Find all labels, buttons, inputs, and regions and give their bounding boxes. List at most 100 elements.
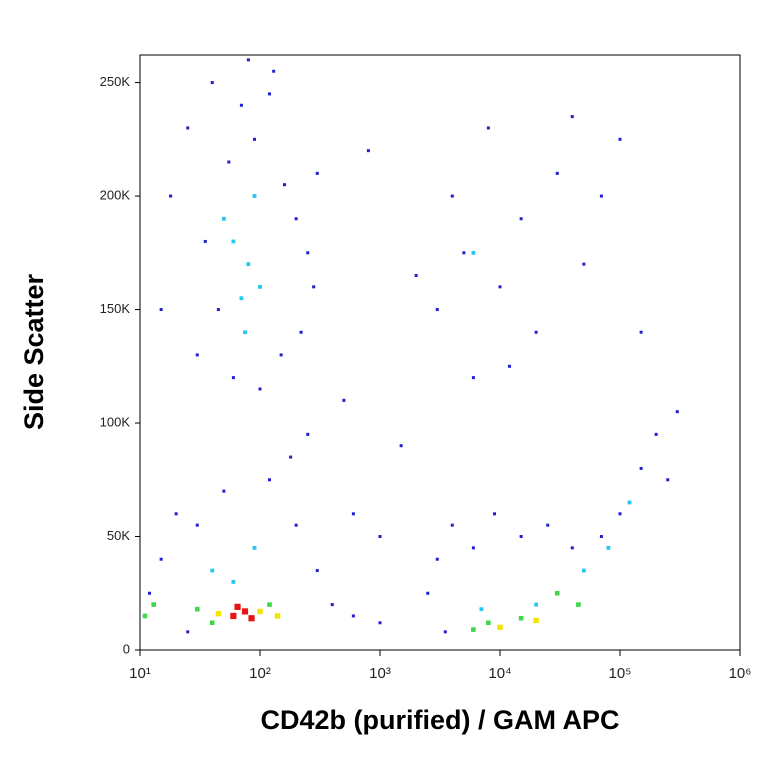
point: [576, 602, 581, 607]
point: [186, 630, 190, 634]
point: [231, 376, 235, 380]
point: [675, 410, 679, 414]
point: [443, 630, 447, 634]
y-tick-label: 100K: [100, 414, 131, 429]
y-axis-title: Side Scatter: [19, 273, 49, 430]
point: [186, 126, 190, 130]
point: [471, 627, 476, 632]
point: [471, 250, 476, 255]
point: [231, 580, 236, 584]
point: [274, 613, 281, 619]
point: [378, 535, 382, 539]
y-tick-label: 250K: [100, 74, 131, 89]
point: [486, 620, 491, 626]
point: [279, 353, 283, 357]
point: [222, 489, 226, 493]
point: [450, 194, 454, 198]
point: [258, 284, 262, 289]
point: [639, 330, 643, 334]
point: [330, 603, 334, 607]
point: [294, 523, 298, 527]
point: [471, 546, 475, 550]
point: [570, 546, 574, 550]
point: [294, 217, 298, 221]
point: [618, 512, 622, 516]
point: [666, 478, 670, 482]
point: [450, 523, 454, 527]
point: [435, 308, 439, 312]
point: [581, 568, 586, 573]
point: [306, 251, 310, 255]
point: [599, 535, 603, 539]
point: [159, 557, 163, 561]
x-tick-label: 10⁶: [729, 665, 752, 682]
point: [497, 624, 503, 631]
point: [267, 602, 272, 607]
point: [426, 591, 430, 595]
point: [312, 285, 316, 289]
point: [252, 545, 257, 550]
point: [289, 455, 293, 459]
point: [246, 262, 251, 267]
point: [639, 466, 643, 470]
point: [378, 621, 382, 625]
point: [315, 171, 319, 175]
point: [599, 194, 603, 198]
point: [435, 557, 439, 561]
point: [258, 387, 262, 391]
point: [151, 602, 156, 607]
point: [570, 115, 574, 119]
y-tick-label: 50K: [107, 528, 130, 543]
point: [159, 308, 163, 312]
point: [546, 523, 550, 527]
point: [241, 608, 249, 615]
x-tick-label: 10¹: [129, 665, 151, 682]
point: [210, 81, 214, 85]
point: [248, 615, 255, 622]
point: [493, 512, 497, 516]
point: [414, 273, 418, 277]
plot-frame: [139, 54, 741, 651]
point: [243, 330, 247, 335]
point: [268, 478, 272, 482]
point: [203, 239, 207, 243]
point: [498, 285, 502, 289]
point: [299, 330, 303, 334]
point: [215, 610, 222, 617]
y-tick-label: 200K: [100, 187, 131, 202]
point: [582, 262, 586, 266]
point: [554, 590, 560, 596]
y-tick-label: 0: [123, 641, 130, 656]
x-tick-label: 10²: [249, 665, 271, 682]
point: [342, 398, 346, 402]
point: [194, 606, 200, 612]
point: [315, 569, 319, 573]
point: [239, 103, 243, 107]
point: [257, 608, 263, 615]
point: [174, 512, 178, 516]
point: [195, 523, 199, 527]
point: [268, 92, 272, 96]
point: [471, 376, 475, 380]
point: [246, 58, 250, 62]
point: [230, 612, 237, 620]
point: [239, 296, 244, 301]
point: [486, 126, 490, 130]
point: [519, 217, 523, 221]
point: [351, 614, 355, 618]
point: [272, 69, 276, 73]
point: [508, 364, 512, 368]
point: [306, 432, 310, 436]
y-tick-label: 150K: [100, 301, 131, 316]
point: [618, 137, 622, 141]
point: [519, 535, 523, 539]
point: [282, 183, 286, 187]
point: [366, 149, 370, 153]
point: [533, 617, 539, 624]
x-axis-title: CD42b (purified) / GAM APC: [260, 705, 619, 735]
point: [518, 615, 524, 621]
point: [231, 239, 236, 244]
point: [627, 500, 632, 505]
point: [462, 251, 466, 255]
